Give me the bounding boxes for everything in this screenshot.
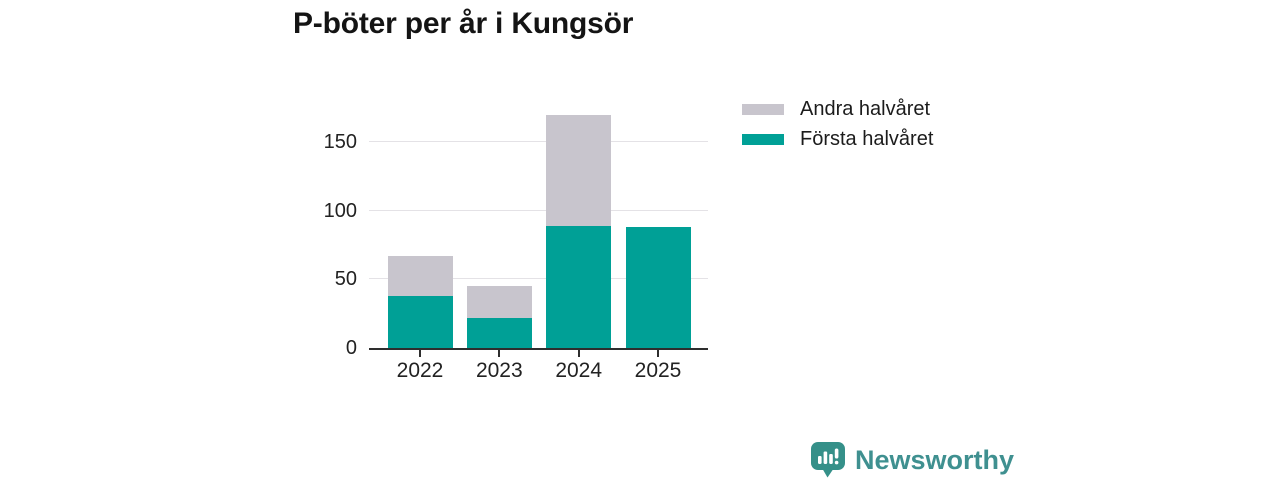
chart-title: P-böter per år i Kungsör (293, 7, 634, 40)
bar-chart-speech-bubble-icon (811, 442, 845, 478)
y-tick-label-150: 150 (323, 131, 357, 154)
x-tick-2023 (498, 350, 501, 357)
gridline-50 (369, 278, 708, 280)
gridline-150 (369, 141, 708, 143)
bar-2023-f-rsta-halv-ret (466, 317, 532, 348)
legend-swatch-forsta-halvaret (742, 133, 784, 145)
bar-2022-andra-halv-ret (387, 256, 453, 296)
bar-2025-f-rsta-halv-ret (625, 227, 691, 348)
newsworthy-wordmark: Newsworthy (855, 444, 1015, 475)
bar-2023-andra-halv-ret (466, 286, 532, 318)
bar-2024-andra-halv-ret (546, 114, 612, 226)
bar-2022-f-rsta-halv-ret (387, 295, 453, 348)
x-tick-2025 (657, 350, 659, 357)
x-tick-label-2024: 2024 (555, 359, 603, 382)
legend-swatch-andra-halvaret (742, 103, 784, 115)
bar-2024-f-rsta-halv-ret (546, 225, 612, 348)
x-tick-label-2025: 2025 (634, 359, 682, 382)
x-tick-2022 (419, 350, 421, 357)
y-tick-label-50: 50 (334, 268, 357, 291)
x-tick-label-2023: 2023 (475, 359, 523, 382)
legend: Andra halvåret Första halvåret (742, 94, 933, 154)
legend-label: Andra halvåret (800, 98, 931, 120)
x-tick-label-2022: 2022 (396, 359, 444, 382)
x-tick-2024 (577, 350, 580, 357)
plot-area (369, 108, 708, 357)
gridline-100 (369, 209, 708, 211)
y-tick-label-100: 100 (323, 199, 357, 222)
y-tick-label-0: 0 (345, 337, 357, 359)
legend-item-forsta-halvaret: Första halvåret (742, 124, 933, 154)
newsworthy-logo: Newsworthy (810, 441, 1014, 478)
legend-item-andra-halvaret: Andra halvåret (742, 94, 933, 124)
legend-label: Första halvåret (800, 128, 934, 150)
